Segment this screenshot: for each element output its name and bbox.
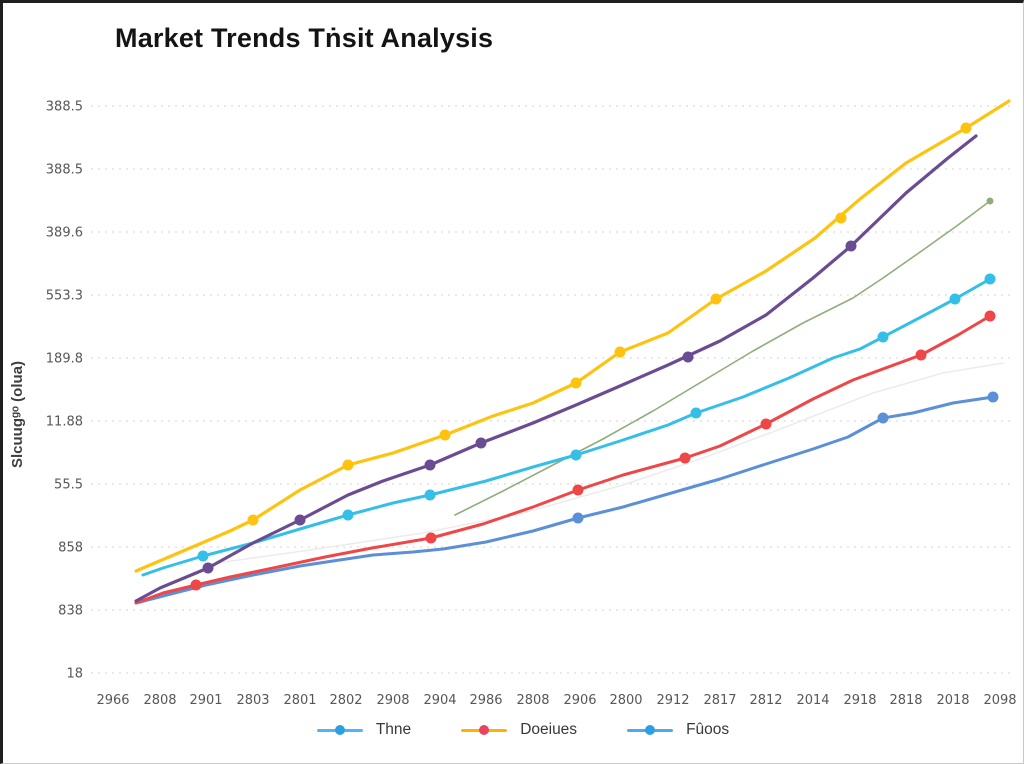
series-yellow-marker: [960, 122, 972, 134]
y-tick-label: 189.8: [46, 352, 83, 367]
series-purple-marker: [682, 351, 694, 363]
x-tick-label: 2904: [423, 693, 456, 708]
y-tick-label: 388.5: [46, 100, 83, 115]
x-tick-label: 2014: [796, 693, 829, 708]
x-tick-label: 2818: [889, 693, 922, 708]
x-tick-label: 2918: [843, 693, 876, 708]
series-green-marker: [986, 197, 994, 205]
x-tick-label: 2901: [189, 693, 222, 708]
x-tick-label: 2912: [656, 693, 689, 708]
x-tick-label: 2966: [96, 693, 129, 708]
x-tick-label: 2812: [749, 693, 782, 708]
series-cyan-marker: [949, 293, 961, 305]
series-cyan-marker: [690, 407, 702, 419]
x-tick-label: 2808: [516, 693, 549, 708]
series-yellow-marker: [710, 293, 722, 305]
series-purple-marker: [475, 437, 487, 449]
x-tick-label: 2986: [469, 693, 502, 708]
legend-swatch-line-dot-icon: [316, 725, 363, 735]
series-cyan-marker: [424, 489, 436, 501]
legend-label: Fûoos: [686, 721, 730, 738]
y-tick-label: 388.5: [46, 163, 83, 178]
series-blue-marker: [877, 412, 889, 424]
series-cyan-marker: [342, 509, 354, 521]
chart-title: Market Trends Tṅsit Analysis: [115, 23, 494, 53]
series-faint-line: [202, 362, 1004, 566]
series-blue-marker: [572, 512, 584, 524]
series-red-line: [134, 314, 992, 605]
y-tick-label: 389.6: [46, 226, 83, 241]
legend-swatch-line-dot-icon: [461, 725, 508, 735]
series-purple-marker: [845, 240, 857, 252]
x-tick-label: 2801: [283, 693, 316, 708]
y-tick-label: 858: [58, 541, 83, 556]
y-tick-label: 18: [66, 667, 83, 682]
series-yellow-line: [134, 99, 1011, 573]
x-tick-label: 2817: [703, 693, 736, 708]
x-tick-label: 2800: [609, 693, 642, 708]
series-yellow-marker: [342, 459, 354, 471]
series-purple-marker: [294, 514, 306, 526]
legend-swatch-line-dot-icon: [627, 725, 674, 735]
series-red-marker: [679, 452, 691, 464]
series-yellow-marker: [835, 212, 847, 224]
y-tick-label: 11.88: [46, 415, 83, 430]
chart-legend: Thne Doeiues Fûoos: [13, 721, 1023, 739]
series-cyan-marker: [570, 449, 582, 461]
y-tick-label: 838: [58, 604, 83, 619]
series-red-marker: [915, 349, 927, 361]
legend-item-fuoos[interactable]: Fûoos: [627, 721, 729, 739]
series-red-marker: [572, 484, 584, 496]
series-purple-marker: [202, 562, 214, 574]
legend-label: Doeiues: [520, 721, 578, 738]
chart-canvas: 388.5 388.5 389.6 553.3 189.8 11.88 55.5 858 838…: [46, 99, 1017, 708]
series-blue-marker: [987, 391, 999, 403]
series-red-marker: [760, 418, 772, 430]
legend-label: Thne: [375, 721, 412, 738]
x-tick-label: 2098: [983, 693, 1016, 708]
x-tick-label: 2908: [376, 693, 409, 708]
series-yellow-marker: [247, 514, 259, 526]
x-tick-label: 2802: [329, 693, 362, 708]
series-green-line: [454, 200, 991, 516]
legend-item-doeiues[interactable]: Doeiues: [461, 721, 577, 739]
series-yellow-marker: [439, 429, 451, 441]
series-purple-line: [134, 134, 978, 603]
series-red-marker: [984, 310, 996, 322]
series-red-marker: [425, 532, 437, 544]
series-cyan-marker: [877, 331, 889, 343]
y-tick-label: 553.3: [46, 289, 83, 304]
series-cyan-line: [141, 277, 992, 577]
series-cyan-marker: [197, 550, 209, 562]
x-tick-label: 2906: [563, 693, 596, 708]
series-cyan-marker: [984, 273, 996, 285]
series-purple-marker: [424, 459, 436, 471]
x-tick-label: 2803: [236, 693, 269, 708]
series-yellow-marker: [570, 377, 582, 389]
y-tick-label: 55.5: [54, 478, 83, 493]
series-red-marker: [190, 579, 202, 591]
legend-item-thne[interactable]: Thne: [316, 721, 412, 739]
series-yellow-marker: [614, 346, 626, 358]
x-tick-label: 2018: [936, 693, 969, 708]
series-blue-line: [134, 395, 995, 605]
x-tick-label: 2808: [143, 693, 176, 708]
